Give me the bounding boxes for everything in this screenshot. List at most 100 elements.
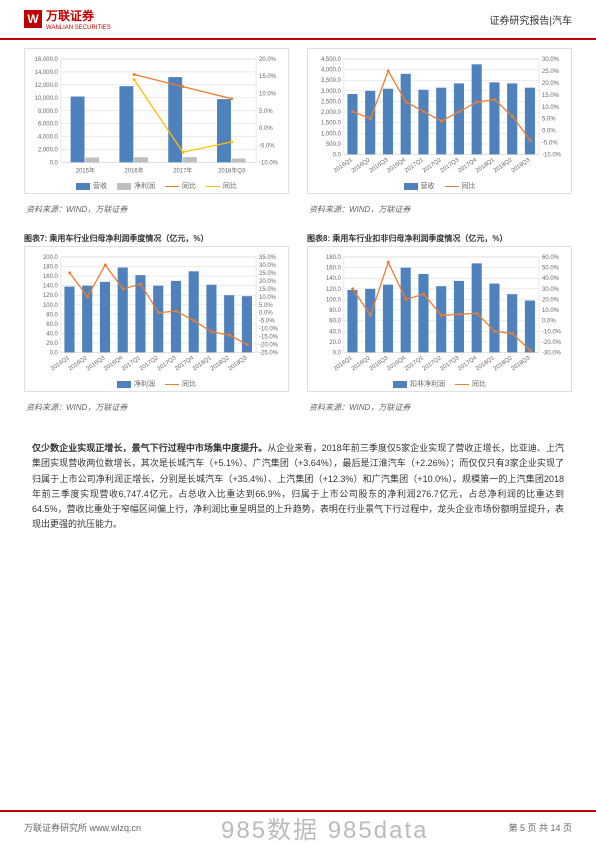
svg-text:20.0%: 20.0%	[259, 279, 277, 285]
svg-text:4,000.0: 4,000.0	[38, 135, 59, 141]
svg-text:20.0: 20.0	[46, 341, 58, 347]
svg-text:100.0: 100.0	[326, 297, 342, 303]
svg-text:20.0%: 20.0%	[542, 297, 560, 303]
svg-text:1,000.0: 1,000.0	[321, 131, 342, 137]
svg-text:2018年Q3: 2018年Q3	[218, 167, 246, 175]
svg-text:2018Q3: 2018Q3	[510, 157, 531, 174]
svg-text:-10.0%: -10.0%	[542, 153, 562, 159]
chart-3-source: 资料来源：WIND，万联证券	[26, 402, 289, 413]
svg-text:2,000.0: 2,000.0	[38, 148, 59, 154]
chart-row-1: 0.0 2,000.0 4,000.0 6,000.0 8,000.0 10,000.0 1…	[24, 48, 572, 194]
watermark: 985数据 985data	[221, 810, 428, 845]
svg-text:20.0%: 20.0%	[542, 81, 560, 87]
svg-text:15.0%: 15.0%	[542, 93, 560, 99]
chart-1: 0.0 2,000.0 4,000.0 6,000.0 8,000.0 10,000.0 1…	[27, 53, 286, 179]
svg-text:25.0%: 25.0%	[259, 271, 277, 277]
svg-text:-20.0%: -20.0%	[259, 343, 279, 349]
chart-4-legend: 扣非净利润同比	[310, 379, 569, 389]
svg-text:100.0: 100.0	[43, 303, 59, 309]
svg-text:0.0: 0.0	[333, 351, 342, 357]
svg-text:0.0%: 0.0%	[542, 319, 556, 325]
svg-text:60.0: 60.0	[329, 319, 341, 325]
svg-text:-10.0%: -10.0%	[542, 329, 562, 335]
svg-text:60.0: 60.0	[46, 322, 58, 328]
svg-text:140.0: 140.0	[326, 276, 342, 282]
page-footer: 万联证券研究所 www.wlzq.cn 985数据 985data 第 5 页 …	[0, 810, 596, 842]
svg-text:60.0%: 60.0%	[542, 255, 560, 261]
logo-mark: W	[24, 10, 42, 28]
header-category: 证券研究报告|汽车	[489, 12, 572, 27]
chart-1-source: 资料来源：WIND，万联证券	[26, 204, 289, 215]
svg-text:3,000.0: 3,000.0	[321, 89, 342, 95]
chart-2-source: 资料来源：WIND，万联证券	[309, 204, 572, 215]
svg-text:0.0: 0.0	[50, 161, 59, 167]
svg-text:30.0%: 30.0%	[542, 57, 560, 63]
chart-2: 0.0 500.0 1,000.0 1,500.0 2,000.0 2,500.0 3,00…	[310, 53, 569, 179]
svg-text:160.0: 160.0	[43, 274, 59, 280]
footer-left: 万联证券研究所 www.wlzq.cn	[24, 821, 141, 834]
svg-text:2018Q3: 2018Q3	[227, 355, 248, 372]
svg-text:-10.0%: -10.0%	[259, 161, 279, 167]
svg-text:0.0%: 0.0%	[259, 126, 273, 132]
svg-text:10.0%: 10.0%	[259, 91, 277, 97]
svg-text:16,000.0: 16,000.0	[35, 57, 59, 63]
svg-text:180.0: 180.0	[326, 255, 342, 261]
svg-text:40.0%: 40.0%	[542, 276, 560, 282]
svg-text:-25.0%: -25.0%	[259, 351, 279, 357]
svg-text:0.0%: 0.0%	[259, 311, 273, 317]
svg-text:-20.0%: -20.0%	[542, 340, 562, 346]
svg-text:6,000.0: 6,000.0	[38, 122, 59, 128]
svg-text:0.0: 0.0	[333, 153, 342, 159]
svg-text:-5.0%: -5.0%	[259, 319, 275, 325]
svg-text:-10.0%: -10.0%	[259, 327, 279, 333]
svg-text:15.0%: 15.0%	[259, 74, 277, 80]
svg-text:2015年: 2015年	[76, 167, 95, 175]
svg-text:5.0%: 5.0%	[542, 117, 556, 123]
chart-3-box: 0.020.040.060.080.0100.0120.0140.0160.01…	[24, 246, 289, 392]
chart-4-box: 0.020.040.060.080.0100.0120.0140.0160.01…	[307, 246, 572, 392]
logo-name-cn: 万联证券	[46, 9, 94, 23]
chart-2-box: 0.0 500.0 1,000.0 1,500.0 2,000.0 2,500.0 3,00…	[307, 48, 572, 194]
svg-text:25.0%: 25.0%	[542, 69, 560, 75]
svg-text:10,000.0: 10,000.0	[35, 96, 59, 102]
svg-text:120.0: 120.0	[43, 293, 59, 299]
svg-text:2,500.0: 2,500.0	[321, 99, 342, 105]
svg-text:160.0: 160.0	[326, 266, 342, 272]
chart-3-title: 图表7: 乘用车行业归母净利润季度情况（亿元，%）	[24, 231, 289, 246]
logo-name-en: WANLIAN SECURITIES	[46, 25, 111, 32]
svg-text:4,000.0: 4,000.0	[321, 68, 342, 74]
svg-text:14,000.0: 14,000.0	[35, 70, 59, 76]
svg-text:80.0: 80.0	[46, 312, 58, 318]
svg-text:50.0%: 50.0%	[542, 266, 560, 272]
chart-4-source: 资料来源：WIND，万联证券	[309, 402, 572, 413]
logo: W 万联证券 WANLIAN SECURITIES	[24, 7, 111, 32]
body-text-span: 从企业来看，2018年前三季度仅5家企业实现了营收正增长，比亚迪、上汽集团实现营…	[32, 443, 564, 529]
chart-3-legend: 净利润同比	[27, 379, 286, 389]
chart-1-box: 0.0 2,000.0 4,000.0 6,000.0 8,000.0 10,000.0 1…	[24, 48, 289, 194]
row2-titles: 图表7: 乘用车行业归母净利润季度情况（亿元，%） 图表8: 乘用车行业扣非归母…	[24, 231, 572, 246]
svg-text:2,000.0: 2,000.0	[321, 110, 342, 116]
svg-text:-15.0%: -15.0%	[259, 335, 279, 341]
svg-text:15.0%: 15.0%	[259, 287, 277, 293]
svg-text:10.0%: 10.0%	[542, 308, 560, 314]
svg-text:12,000.0: 12,000.0	[35, 83, 59, 89]
svg-text:80.0: 80.0	[329, 308, 341, 314]
svg-text:0.0: 0.0	[50, 351, 59, 357]
svg-text:20.0: 20.0	[329, 340, 341, 346]
body-paragraph: 仅少数企业实现正增长，景气下行过程中市场集中度提升。从企业来看，2018年前三季…	[24, 429, 572, 533]
svg-text:2018Q3: 2018Q3	[510, 355, 531, 372]
svg-text:30.0%: 30.0%	[542, 287, 560, 293]
body-lead: 仅少数企业实现正增长，景气下行过程中市场集中度提升。	[32, 443, 267, 453]
svg-text:10.0%: 10.0%	[259, 295, 277, 301]
svg-text:30.0%: 30.0%	[259, 263, 277, 269]
page-header: W 万联证券 WANLIAN SECURITIES 证券研究报告|汽车	[0, 0, 596, 40]
svg-text:8,000.0: 8,000.0	[38, 109, 59, 115]
svg-text:140.0: 140.0	[43, 284, 59, 290]
svg-text:500.0: 500.0	[326, 142, 342, 148]
svg-text:0.0%: 0.0%	[542, 129, 556, 135]
svg-text:1,500.0: 1,500.0	[321, 121, 342, 127]
svg-text:2017年: 2017年	[173, 167, 192, 175]
svg-text:200.0: 200.0	[43, 255, 59, 261]
chart-4: 0.020.040.060.080.0100.0120.0140.0160.01…	[310, 251, 569, 377]
svg-text:-30.0%: -30.0%	[542, 351, 562, 357]
